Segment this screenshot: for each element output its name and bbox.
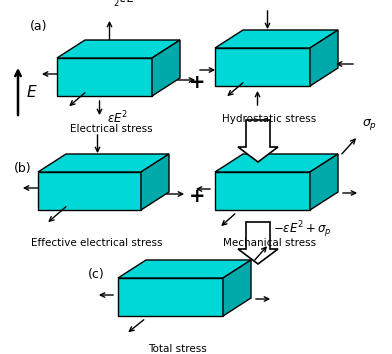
Polygon shape <box>310 30 338 86</box>
Polygon shape <box>118 278 223 316</box>
Polygon shape <box>215 172 310 210</box>
Text: (c): (c) <box>88 268 105 281</box>
Polygon shape <box>310 154 338 210</box>
Text: +: + <box>189 73 205 91</box>
Text: (a): (a) <box>30 20 47 33</box>
Polygon shape <box>152 40 180 96</box>
Polygon shape <box>57 58 152 96</box>
Polygon shape <box>118 260 251 278</box>
Text: Mechanical stress: Mechanical stress <box>223 238 316 248</box>
Text: $\varepsilon E^2$: $\varepsilon E^2$ <box>107 109 128 126</box>
Polygon shape <box>57 40 180 58</box>
Polygon shape <box>238 120 278 162</box>
Text: Hydrostatic stress: Hydrostatic stress <box>222 114 317 124</box>
Polygon shape <box>223 260 251 316</box>
Polygon shape <box>38 172 141 210</box>
Text: $-\varepsilon E^2+\sigma_p$: $-\varepsilon E^2+\sigma_p$ <box>273 219 332 240</box>
Text: $\sigma_p$: $\sigma_p$ <box>362 117 377 132</box>
Text: +: + <box>189 187 205 206</box>
Polygon shape <box>141 154 169 210</box>
Text: Electrical stress: Electrical stress <box>70 124 153 134</box>
Text: $\frac{1}{2}\varepsilon E^2$: $\frac{1}{2}\varepsilon E^2$ <box>113 0 140 10</box>
Text: Effective electrical stress: Effective electrical stress <box>31 238 162 248</box>
Text: Total stress: Total stress <box>148 344 207 354</box>
Polygon shape <box>215 154 338 172</box>
Text: $E$: $E$ <box>26 84 38 100</box>
Polygon shape <box>238 222 278 264</box>
Text: (b): (b) <box>14 162 32 175</box>
Polygon shape <box>215 48 310 86</box>
Polygon shape <box>215 30 338 48</box>
Polygon shape <box>38 154 169 172</box>
